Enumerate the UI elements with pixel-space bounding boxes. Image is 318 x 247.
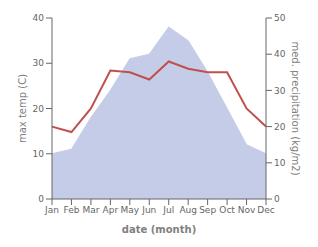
svg-text:max temp (C): max temp (C)	[17, 74, 28, 143]
svg-text:Sep: Sep	[199, 205, 216, 215]
svg-text:40: 40	[274, 49, 286, 59]
svg-text:0: 0	[274, 194, 280, 204]
svg-text:30: 30	[33, 58, 45, 68]
svg-text:Jun: Jun	[141, 205, 156, 215]
svg-text:40: 40	[33, 13, 45, 23]
svg-text:Nov: Nov	[238, 205, 256, 215]
svg-text:Mar: Mar	[82, 205, 99, 215]
svg-text:20: 20	[274, 122, 286, 132]
svg-text:Apr: Apr	[103, 205, 119, 215]
svg-text:Oct: Oct	[219, 205, 235, 215]
svg-text:0: 0	[38, 194, 44, 204]
svg-text:Jan: Jan	[44, 205, 59, 215]
svg-text:Jul: Jul	[162, 205, 174, 215]
svg-text:Feb: Feb	[63, 205, 79, 215]
svg-text:med. precipitation (kg/m2): med. precipitation (kg/m2)	[290, 41, 301, 175]
svg-text:10: 10	[33, 149, 45, 159]
svg-text:20: 20	[33, 104, 45, 114]
svg-text:50: 50	[274, 13, 286, 23]
svg-text:Dec: Dec	[257, 205, 274, 215]
svg-text:10: 10	[274, 158, 286, 168]
svg-text:date (month): date (month)	[122, 224, 196, 235]
svg-text:30: 30	[274, 86, 286, 96]
svg-text:Aug: Aug	[179, 205, 197, 215]
svg-text:May: May	[121, 205, 140, 215]
